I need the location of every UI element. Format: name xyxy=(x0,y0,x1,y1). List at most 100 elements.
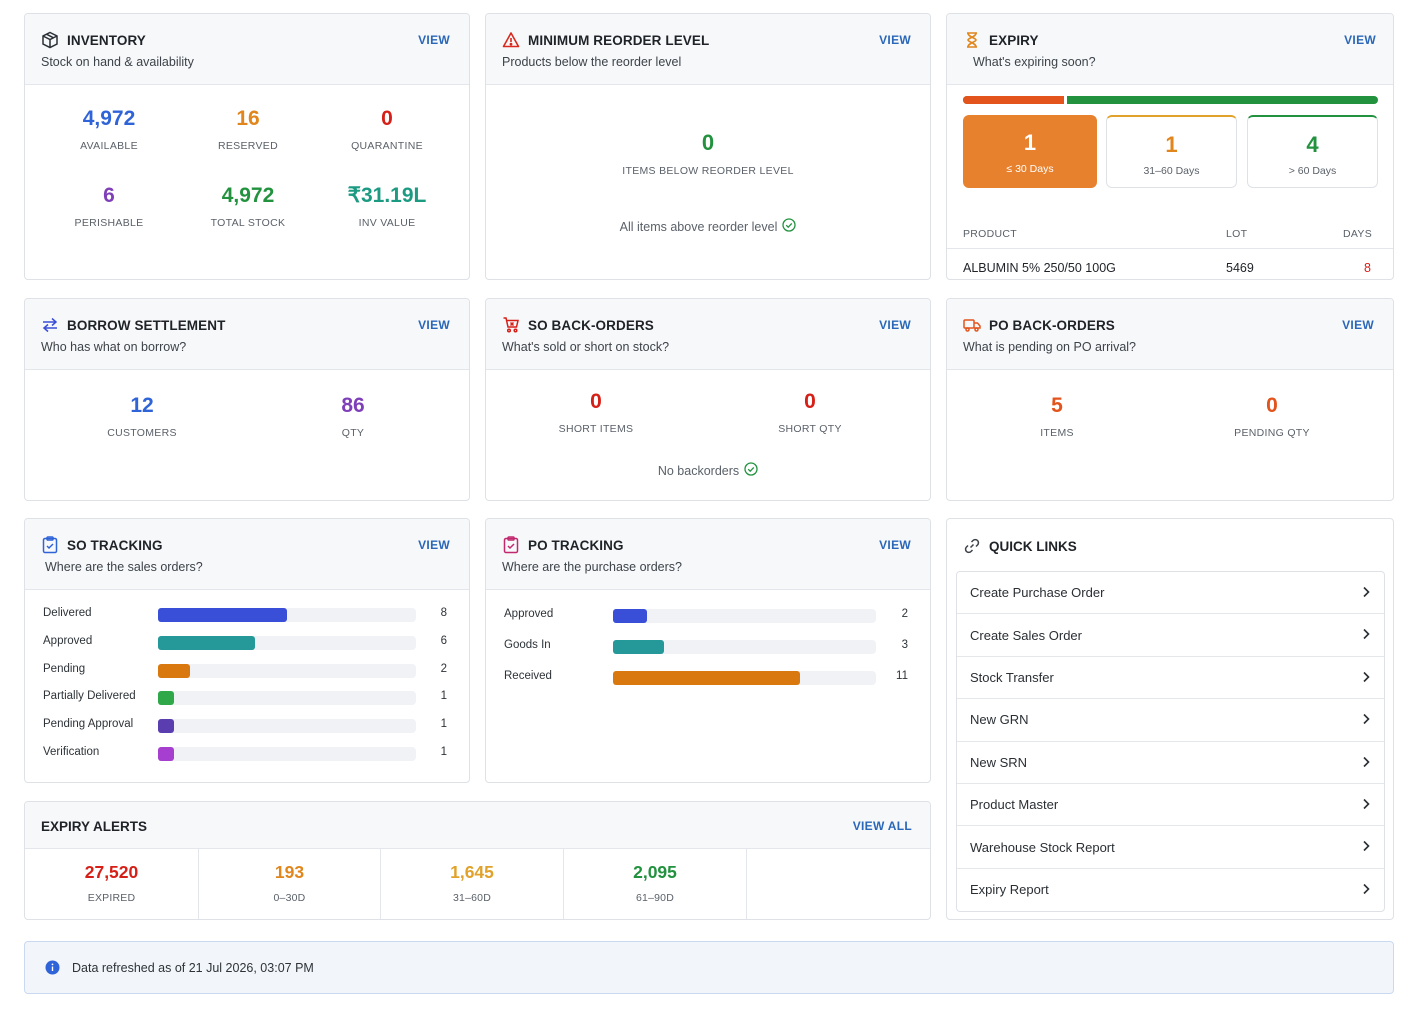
quick-link-create-sales-order[interactable]: Create Sales Order xyxy=(957,614,1384,657)
chevron-right-icon xyxy=(1363,841,1370,852)
inventory-title: INVENTORY xyxy=(67,32,146,48)
inventory-card: INVENTORY Stock on hand & availability V… xyxy=(24,13,470,280)
tracking-bar-fill xyxy=(158,747,174,761)
tracking-bar-fill xyxy=(613,671,800,685)
so-tracking-view-link[interactable]: VIEW xyxy=(418,538,450,552)
clipboard-check-icon xyxy=(41,536,59,554)
quick-link-stock-transfer[interactable]: Stock Transfer xyxy=(957,657,1384,700)
expiry-alerts-card: EXPIRY ALERTS VIEW ALL 27,520 EXPIRED 19… xyxy=(24,801,931,920)
expiry-alert-0-30d[interactable]: 193 0–30D xyxy=(199,849,381,919)
chevron-right-icon xyxy=(1363,586,1370,598)
data-refreshed-text: Data refreshed as of 21 Jul 2026, 03:07 … xyxy=(72,960,314,975)
tracking-row-approved[interactable]: Approved 6 xyxy=(25,633,469,653)
truck-icon xyxy=(963,316,981,334)
reorder-subtitle: Products below the reorder level xyxy=(502,55,682,69)
po-backorders-title: PO BACK-ORDERS xyxy=(989,317,1115,333)
expiry-box-gt60[interactable]: 4 > 60 Days xyxy=(1247,115,1378,188)
reorder-card-header: MINIMUM REORDER LEVEL Products below the… xyxy=(486,14,930,85)
tracking-row-received[interactable]: Received 11 xyxy=(486,668,930,688)
borrow-subtitle: Who has what on borrow? xyxy=(41,340,187,354)
swap-arrows-icon xyxy=(41,316,59,334)
tracking-row-goods-in[interactable]: Goods In 3 xyxy=(486,637,930,657)
borrow-view-link[interactable]: VIEW xyxy=(418,318,450,332)
expiry-box-le30[interactable]: 1 ≤ 30 Days xyxy=(963,115,1097,188)
stat-quarantine: 0 QUARANTINE xyxy=(351,107,423,152)
quick-links-list: Create Purchase Order Create Sales Order… xyxy=(956,571,1385,913)
quick-link-warehouse-stock-report[interactable]: Warehouse Stock Report xyxy=(957,826,1384,869)
expiry-alert-31-60d[interactable]: 1,645 31–60D xyxy=(381,849,564,919)
reorder-title: MINIMUM REORDER LEVEL xyxy=(528,32,710,48)
po-backorders-subtitle: What is pending on PO arrival? xyxy=(963,340,1137,354)
quick-link-product-master[interactable]: Product Master xyxy=(957,784,1384,827)
tracking-bar-fill xyxy=(613,640,664,654)
quick-link-new-grn[interactable]: New GRN xyxy=(957,699,1384,742)
expiry-table-row[interactable]: ALBUMIN 5% 250/50 100G 5469 8 xyxy=(963,261,1371,275)
tracking-row-partially-delivered[interactable]: Partially Delivered 1 xyxy=(25,688,469,708)
quick-links-title: QUICK LINKS xyxy=(989,538,1077,554)
inventory-view-link[interactable]: VIEW xyxy=(418,33,450,47)
po-tracking-view-link[interactable]: VIEW xyxy=(879,538,911,552)
tracking-row-value: 3 xyxy=(901,639,908,651)
tracking-bar-track xyxy=(158,691,416,706)
inventory-subtitle: Stock on hand & availability xyxy=(41,55,194,69)
expiry-card-header: EXPIRY What's expiring soon? VIEW xyxy=(947,14,1393,85)
expiry-alert-expired[interactable]: 27,520 EXPIRED xyxy=(25,849,199,919)
chevron-right-icon xyxy=(1363,629,1370,640)
tracking-bar-track xyxy=(158,719,416,734)
quick-link-create-purchase-order[interactable]: Create Purchase Order xyxy=(957,572,1384,615)
tracking-row-value: 11 xyxy=(896,670,908,682)
tracking-row-value: 6 xyxy=(440,634,447,647)
tracking-bar-track xyxy=(613,640,876,654)
tracking-row-label: Delivered xyxy=(43,607,92,619)
so-backorders-card-header: SO BACK-ORDERS What's sold or short on s… xyxy=(486,299,930,370)
tracking-bar-fill xyxy=(158,691,174,706)
tracking-bar-fill xyxy=(158,635,255,650)
tracking-row-value: 1 xyxy=(440,746,447,758)
stat-short-items: 0 SHORT ITEMS xyxy=(558,390,634,435)
so-backorders-subtitle: What's sold or short on stock? xyxy=(502,340,670,354)
tracking-row-label: Approved xyxy=(504,608,554,620)
tracking-bar-fill xyxy=(158,608,287,622)
reorder-value: 0 xyxy=(701,130,715,155)
chevron-right-icon xyxy=(1363,756,1370,767)
tracking-row-pending-approval[interactable]: Pending Approval 1 xyxy=(25,716,469,736)
tracking-row-approved[interactable]: Approved 2 xyxy=(486,606,930,626)
quick-link-new-srn[interactable]: New SRN xyxy=(957,742,1384,784)
check-circle-icon xyxy=(744,462,758,479)
chevron-right-icon xyxy=(1363,671,1370,682)
tracking-row-verification[interactable]: Verification 1 xyxy=(25,744,469,764)
po-tracking-title: PO TRACKING xyxy=(528,537,624,553)
reorder-view-link[interactable]: VIEW xyxy=(879,33,911,47)
so-tracking-subtitle: Where are the sales orders? xyxy=(45,560,203,574)
borrow-card-header: BORROW SETTLEMENT Who has what on borrow… xyxy=(25,299,469,370)
tracking-row-label: Goods In xyxy=(504,639,551,651)
expiry-alert-61-90d[interactable]: 2,095 61–90D xyxy=(564,849,747,919)
reorder-label: ITEMS BELOW REORDER LEVEL xyxy=(622,165,794,177)
expiry-box-31-60[interactable]: 1 31–60 Days xyxy=(1106,115,1237,188)
so-backorders-card: SO BACK-ORDERS What's sold or short on s… xyxy=(485,298,931,501)
quick-link-expiry-report[interactable]: Expiry Report xyxy=(957,869,1384,911)
box-icon xyxy=(41,31,59,49)
tracking-bar-fill xyxy=(158,719,174,734)
clipboard-check-icon xyxy=(502,536,520,554)
so-tracking-title: SO TRACKING xyxy=(67,537,163,553)
stat-reserved: 16 RESERVED xyxy=(218,107,278,152)
tracking-row-label: Pending xyxy=(43,662,86,675)
chevron-right-icon xyxy=(1363,883,1370,894)
tracking-row-value: 2 xyxy=(440,662,447,675)
tracking-row-value: 1 xyxy=(440,718,447,731)
po-backorders-card: PO BACK-ORDERS What is pending on PO arr… xyxy=(946,298,1394,501)
chevron-right-icon xyxy=(1363,714,1370,725)
expiry-alerts-view-all[interactable]: VIEW ALL xyxy=(852,819,912,833)
tracking-bar-track xyxy=(158,663,416,678)
inventory-card-header: INVENTORY Stock on hand & availability V… xyxy=(25,14,469,85)
tracking-row-pending[interactable]: Pending 2 xyxy=(25,661,469,681)
po-backorders-view-link[interactable]: VIEW xyxy=(1342,318,1374,332)
so-backorders-view-link[interactable]: VIEW xyxy=(879,318,911,332)
expiry-title: EXPIRY xyxy=(989,32,1039,48)
expiry-view-link[interactable]: VIEW xyxy=(1344,33,1376,47)
so-backorders-note: No backorders xyxy=(486,462,930,479)
borrow-title: BORROW SETTLEMENT xyxy=(67,317,226,333)
stat-short-qty: 0 SHORT QTY xyxy=(778,390,842,435)
tracking-row-delivered[interactable]: Delivered 8 xyxy=(25,605,469,625)
